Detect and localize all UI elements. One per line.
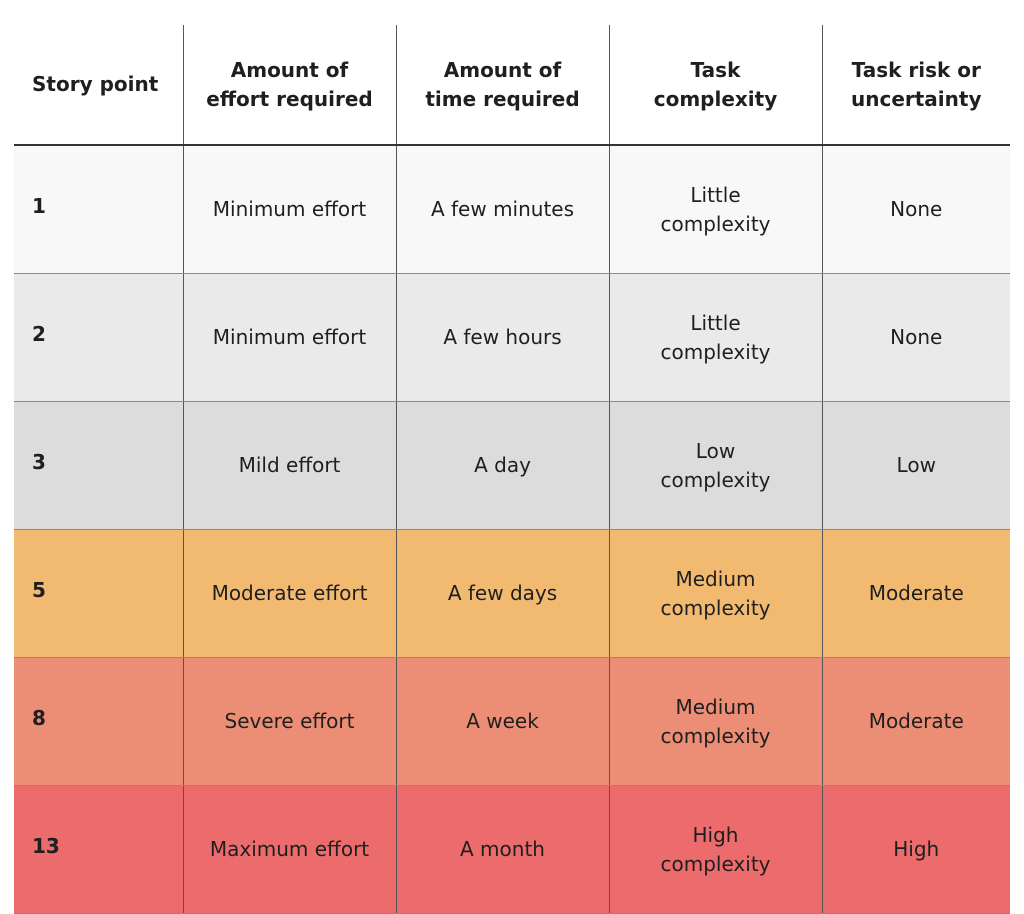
- table-cell-text: Moderate: [868, 581, 964, 605]
- story-point-cell-text: 1: [32, 194, 46, 218]
- table-cell: High: [821, 785, 1010, 914]
- table-cell-text: Mild effort: [238, 453, 341, 477]
- header-cell-text: Task complexity: [653, 57, 778, 111]
- story-point-cell: 3: [14, 401, 183, 530]
- story-point-cell: 13: [14, 785, 183, 914]
- header-cell: Amount of effort required: [182, 25, 396, 146]
- table-cell: Low complexity: [608, 401, 822, 530]
- table-cell-text: A few days: [447, 581, 558, 605]
- story-point-cell-text: 5: [32, 578, 46, 602]
- table-cell: None: [821, 273, 1010, 402]
- table-cell-text: A week: [466, 709, 539, 733]
- table-cell-text: None: [890, 325, 943, 349]
- table-cell-text: Low: [896, 453, 936, 477]
- table-cell-text: A month: [460, 837, 545, 861]
- table-cell-text: Medium complexity: [660, 566, 771, 620]
- table-cell: Low: [821, 401, 1010, 530]
- table-row: 8 Severe effort A week Medium complexity Mod…: [14, 657, 1010, 786]
- table-row: 5 Moderate effort A few days Medium complex…: [14, 529, 1010, 658]
- table-cell-text: High complexity: [660, 822, 771, 876]
- table-cell-text: Minimum effort: [212, 197, 367, 221]
- table-cell-text: Little complexity: [660, 310, 771, 364]
- table-cell: Maximum effort: [182, 785, 396, 914]
- table-cell: Moderate effort: [182, 529, 396, 658]
- table-cell: Moderate: [821, 657, 1010, 786]
- story-point-cell: 5: [14, 529, 183, 658]
- table-cell: Little complexity: [608, 145, 822, 274]
- table-cell-text: Medium complexity: [660, 694, 771, 748]
- table-cell: A month: [395, 785, 609, 914]
- table-cell: Minimum effort: [182, 273, 396, 402]
- table-cell-text: Low complexity: [660, 438, 771, 492]
- header-cell: Amount of time required: [395, 25, 609, 146]
- table-cell-text: Severe effort: [224, 709, 355, 733]
- table-cell: A few hours: [395, 273, 609, 402]
- header-row: Story point Amount of effort required Amou…: [14, 25, 1010, 146]
- table-cell: High complexity: [608, 785, 822, 914]
- story-point-table: Story point Amount of effort required Amou…: [14, 25, 1010, 914]
- story-point-cell: 8: [14, 657, 183, 786]
- page: {"table": { "headers": ["Story point", "…: [14, 25, 1010, 914]
- table-cell-text: Little complexity: [660, 182, 771, 236]
- header-cell-text: Amount of effort required: [206, 57, 373, 111]
- story-point-cell-text: 3: [32, 450, 46, 474]
- header-cell-text: Story point: [32, 72, 159, 96]
- table-cell: A day: [395, 401, 609, 530]
- table-cell-text: None: [890, 197, 943, 221]
- table-cell: A few minutes: [395, 145, 609, 274]
- story-point-cell-text: 2: [32, 322, 46, 346]
- table-cell: Mild effort: [182, 401, 396, 530]
- story-point-cell: 1: [14, 145, 183, 274]
- story-point-cell-text: 13: [32, 834, 60, 858]
- table-row: 13 Maximum effort A month High complexity Hi…: [14, 785, 1010, 914]
- table-cell-text: A day: [474, 453, 531, 477]
- table-cell-text: Moderate effort: [211, 581, 368, 605]
- table-cell-text: Minimum effort: [212, 325, 367, 349]
- table-cell: Moderate: [821, 529, 1010, 658]
- table-cell-text: A few minutes: [430, 197, 575, 221]
- table-cell: Little complexity: [608, 273, 822, 402]
- table-body: 1 Minimum effort A few minutes Little compl…: [14, 145, 1010, 914]
- table-cell-text: High: [893, 837, 940, 861]
- header-cell-text: Task risk or uncertainty: [850, 57, 982, 111]
- table-row: 2 Minimum effort A few hours Little complex…: [14, 273, 1010, 402]
- header-cell: Story point: [14, 25, 183, 146]
- story-point-cell: 2: [14, 273, 183, 402]
- header-cell-text: Amount of time required: [425, 57, 580, 111]
- table-cell: None: [821, 145, 1010, 274]
- header-cell: Task risk or uncertainty: [821, 25, 1010, 146]
- table-cell: Severe effort: [182, 657, 396, 786]
- table-cell-text: Moderate: [868, 709, 964, 733]
- table-cell-text: A few hours: [443, 325, 562, 349]
- table-cell: A few days: [395, 529, 609, 658]
- table-row: 3 Mild effort A day Low complexity Low: [14, 401, 1010, 530]
- table-cell: Minimum effort: [182, 145, 396, 274]
- story-point-cell-text: 8: [32, 706, 46, 730]
- table-cell: Medium complexity: [608, 529, 822, 658]
- header-cell: Task complexity: [608, 25, 822, 146]
- table-header: Story point Amount of effort required Amou…: [14, 25, 1010, 146]
- table-container: Story point Amount of effort required Amou…: [14, 25, 1010, 914]
- table-cell: Medium complexity: [608, 657, 822, 786]
- table-row: 1 Minimum effort A few minutes Little compl…: [14, 145, 1010, 274]
- table-cell: A week: [395, 657, 609, 786]
- table-cell-text: Maximum effort: [209, 837, 370, 861]
